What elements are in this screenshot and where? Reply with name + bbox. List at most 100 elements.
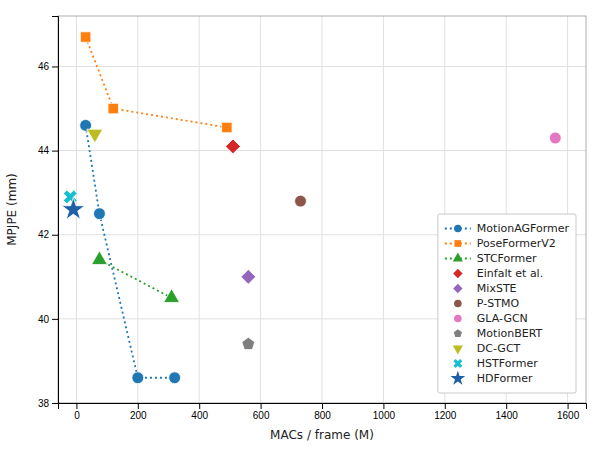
x-tick: 600 [253,403,270,421]
legend-item: MotionAGFormer [445,222,570,235]
series-points [295,195,307,207]
legend-label: PoseFormerV2 [477,237,556,250]
legend-item: HSTFormer [451,357,538,371]
legend-marker [454,240,461,247]
legend-label: MixSTE [477,282,517,295]
y-tick-mark [52,403,58,404]
y-axis-title: MPJPE (mm) [5,173,19,246]
point [242,337,255,349]
legend-label: STCFormer [477,252,537,265]
x-grid-line [322,16,323,403]
series-points [80,32,232,133]
x-tick-label: 400 [191,410,208,421]
legend-item: STCFormer [445,252,537,265]
point [80,32,90,42]
x-tick: 1600 [557,403,580,421]
x-tick-mark [445,403,446,409]
grid [58,16,586,403]
legend-marker [450,371,465,385]
y-tick-label: 46 [38,61,50,72]
plot-area [60,32,561,384]
x-tick: 1000 [373,403,396,421]
x-tick-mark [383,403,384,409]
legend-marker [451,357,464,370]
x-tick-label: 0 [74,410,80,421]
y-tick: 40 [38,314,58,325]
series-line [99,260,171,298]
y-tick: 42 [38,229,58,240]
chart-svg: 0 200 400 600 800 1000 1200 1400 1600 38 40 42 44 46 M… [0,0,602,451]
legend-marker [453,284,462,293]
series-points [241,269,256,284]
point [241,269,256,284]
x-tick: 400 [191,403,208,421]
y-tick: 38 [38,398,58,409]
x-tick-label: 800 [314,410,331,421]
legend-marker [454,300,462,308]
legend-label: MotionBERT [477,327,543,340]
x-tick: 800 [314,403,331,421]
x-axis-line [59,404,587,410]
legend-marker [454,315,462,323]
y-tick-mark [52,66,58,67]
y-tick-mark [52,319,58,320]
legend-marker [454,225,462,233]
legend-marker [453,253,463,262]
x-tick-label: 200 [130,410,147,421]
y-tick-label: 38 [38,398,50,409]
point [91,251,107,265]
point [108,103,118,113]
series-points [60,186,81,207]
legend-marker [454,329,462,337]
x-grid-line [260,16,261,403]
x-axis-title: MACs / frame (M) [270,428,374,442]
legend-label: GLA-GCN [477,312,528,325]
legend-marker [453,346,463,355]
legend: MotionAGFormer PoseFormerV2 STCFormer Einfa… [438,214,576,393]
x-grid-line [137,16,138,403]
y-tick-label: 40 [38,314,50,325]
x-tick-mark [261,403,262,409]
legend-label: P-STMO [477,297,520,310]
y-tick-mark [52,151,58,152]
x-tick-mark [138,403,139,409]
point [295,195,307,207]
plot-frame [58,16,586,403]
y-tick-mark [52,235,58,236]
x-tick-mark [322,403,323,409]
point [60,186,81,207]
point [164,289,180,303]
series-line [86,125,175,377]
legend-label: DC-GCT [477,342,521,355]
point [94,208,106,220]
legend-item: PoseFormerV2 [445,237,556,250]
series-points [549,132,561,144]
legend-label: HSTFormer [477,357,538,370]
legend-item: MixSTE [453,282,517,295]
legend-item: HDFormer [450,371,533,386]
x-grid-line [383,16,384,403]
y-grid-line [58,66,586,67]
x-tick: 1200 [434,403,457,421]
point [169,372,181,384]
point [226,139,241,154]
x-axis: 0 200 400 600 800 1000 1200 1400 1600 [59,403,587,421]
y-grid-line [58,150,586,151]
point [549,132,561,144]
series-points [226,139,241,154]
point [132,372,144,384]
x-tick: 200 [130,403,147,421]
legend-marker [453,269,462,278]
x-tick: 1400 [496,403,519,421]
x-tick-mark [76,403,77,409]
legend-item: P-STMO [454,297,519,310]
legend-item: MotionBERT [454,327,543,340]
legend-item: Einfalt et al. [453,267,543,280]
series-points [91,251,179,303]
series-points [242,337,255,349]
y-tick: 46 [38,61,58,72]
series-points [87,129,103,143]
x-tick-label: 1200 [434,410,457,421]
x-tick-mark [506,403,507,409]
y-tick: 44 [38,145,58,156]
